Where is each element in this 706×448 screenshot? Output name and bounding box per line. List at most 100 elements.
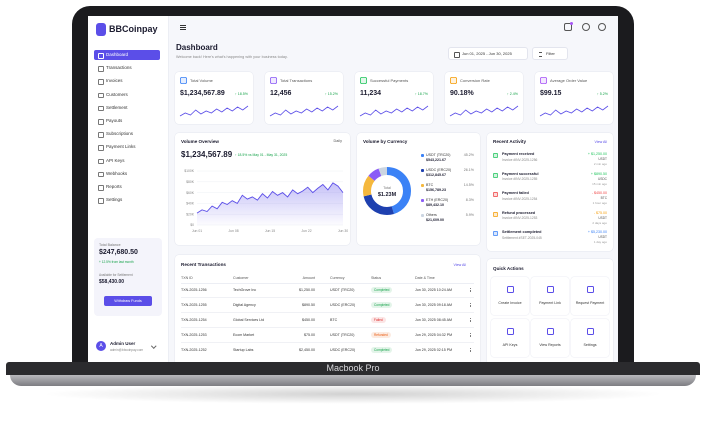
quick-action-icon <box>586 328 594 335</box>
quick-action-icon <box>546 328 554 335</box>
quick-action[interactable]: Request Payment <box>571 277 609 315</box>
legend-name: USDT (TRC20) <box>426 153 451 157</box>
quick-action[interactable]: Settings <box>571 319 609 357</box>
nav-icon <box>98 198 104 204</box>
nav-icon <box>98 105 104 112</box>
header-icon[interactable] <box>598 23 606 31</box>
nav-item[interactable]: Transactions <box>94 63 160 73</box>
activity-currency: USDT <box>598 157 607 161</box>
status-badge: Refunded <box>371 332 391 338</box>
row-divider <box>181 342 474 343</box>
column-header: Amount <box>302 276 315 280</box>
legend-amount: $156,789.23 <box>426 188 446 192</box>
legend-swatch <box>421 183 424 187</box>
donut-segment <box>363 167 411 215</box>
nav-item[interactable]: Subscriptions <box>94 129 160 139</box>
legend-amount: $312,845.67 <box>426 173 446 177</box>
row-menu-dot <box>470 289 471 291</box>
quick-action[interactable]: API Keys <box>491 319 529 357</box>
nav-label: Subscriptions <box>106 131 134 137</box>
kpi-sparkline <box>539 105 609 117</box>
transactions-view-all[interactable]: View All <box>453 263 466 267</box>
x-tick-label: Jun 08 <box>228 229 238 233</box>
activity-time: 1 hour ago <box>592 201 607 205</box>
donut-center-value: $1.23M <box>378 192 397 198</box>
nav-item[interactable]: Reports <box>94 182 160 192</box>
volume-value: $1,234,567.89 <box>181 150 233 159</box>
user-email: admin@bbcoinpay.com <box>110 348 144 352</box>
activity-item-title: Payment failed <box>502 191 529 195</box>
legend-name: USDC (ERC20) <box>426 168 452 172</box>
nav-item[interactable]: Payment Links <box>94 142 160 152</box>
quick-action-icon <box>506 328 514 335</box>
activity-amount: - $75.00 <box>593 210 607 215</box>
x-tick-label: Jun 22 <box>301 229 311 233</box>
brand-name: BBCoinpay <box>109 24 158 34</box>
y-tick-label: $20K <box>186 212 195 216</box>
quick-action[interactable]: View Reports <box>531 319 569 357</box>
volume-line <box>196 182 344 214</box>
kpi-sparkline <box>179 105 249 117</box>
nav-label: Transactions <box>106 65 132 71</box>
cell-date: Jun 29, 2025 02:15 PM <box>415 348 453 352</box>
cell-id: TXN-2025-1255 <box>181 303 207 307</box>
activity-time: 2 min ago <box>593 162 607 166</box>
nav-label: Payment Links <box>106 144 136 150</box>
cell-date: Jun 30, 2025 08:45 AM <box>415 318 452 322</box>
filter-button[interactable]: Filter <box>532 47 568 60</box>
activity-item-title: Refund processed <box>502 210 536 215</box>
balance-amount: $247,680.50 <box>99 249 138 256</box>
activity-icon <box>493 231 498 236</box>
row-menu-dot <box>470 318 471 319</box>
header-icon[interactable] <box>582 23 590 31</box>
kpi-value: 11,234 <box>360 90 382 97</box>
date-range-button[interactable]: Jun 01, 2025 - Jun 30, 2025 <box>448 47 528 60</box>
balance-label: Total Balance <box>99 243 121 247</box>
activity-time: 15 min ago <box>592 181 607 186</box>
quick-action[interactable]: Payment Link <box>531 277 569 315</box>
period-select[interactable]: Daily <box>333 139 342 143</box>
kpi-icon <box>540 77 547 84</box>
withdraw-button[interactable]: Withdraw Funds <box>104 296 152 306</box>
legend-swatch <box>421 213 424 217</box>
quick-action-label: Settings <box>583 343 597 347</box>
activity-currency: USDC <box>597 176 607 181</box>
cell-amount: $2,450.00 <box>299 348 315 352</box>
nav-item[interactable]: Settlement <box>94 103 160 113</box>
cell-customer: Global Services Ltd <box>233 318 265 322</box>
nav-item[interactable]: Invoices <box>94 76 160 86</box>
activity-item-title: Settlement completed <box>502 230 542 234</box>
sparkline <box>179 105 249 117</box>
status-badge: Completed <box>371 302 393 308</box>
nav-item[interactable]: Settings <box>94 195 160 205</box>
header-icon[interactable] <box>564 23 572 31</box>
y-tick-label: $80K <box>186 180 195 184</box>
quick-action[interactable]: Create Invoice <box>491 277 529 315</box>
activity-item-sub: Settlement #SET-2025-045 <box>502 235 542 240</box>
cell-date: Jun 30, 2025 09:18 AM <box>415 303 452 307</box>
cell-customer: Ecom Market <box>233 333 255 337</box>
row-menu-dot <box>470 303 471 304</box>
column-header: Customer <box>233 276 249 280</box>
activity-icon <box>493 172 498 178</box>
donut-center-label: Total <box>383 186 391 190</box>
date-range-text: Jun 01, 2025 - Jun 30, 2025 <box>462 51 512 56</box>
nav-label: Settlement <box>106 104 128 110</box>
nav-label: Payouts <box>106 118 123 123</box>
row-menu-dot <box>470 336 471 338</box>
nav-item[interactable]: API Keys <box>94 156 160 166</box>
activity-view-all[interactable]: View All <box>594 140 607 144</box>
kpi-icon <box>270 77 277 84</box>
cell-id: TXN-2025-1254 <box>181 318 207 322</box>
quick-action-icon <box>586 286 594 293</box>
nav-icon <box>98 185 104 191</box>
nav-item[interactable]: Dashboard <box>94 50 160 60</box>
column-header: Status <box>371 276 382 280</box>
nav-label: Invoices <box>106 78 123 84</box>
nav-item[interactable]: Webhooks <box>94 169 160 179</box>
legend-pct: 5.9% <box>465 213 474 217</box>
nav-item[interactable]: Customers <box>94 90 160 100</box>
nav-item[interactable]: Payouts <box>94 116 160 126</box>
kpi-label: Total Volume <box>190 78 213 83</box>
